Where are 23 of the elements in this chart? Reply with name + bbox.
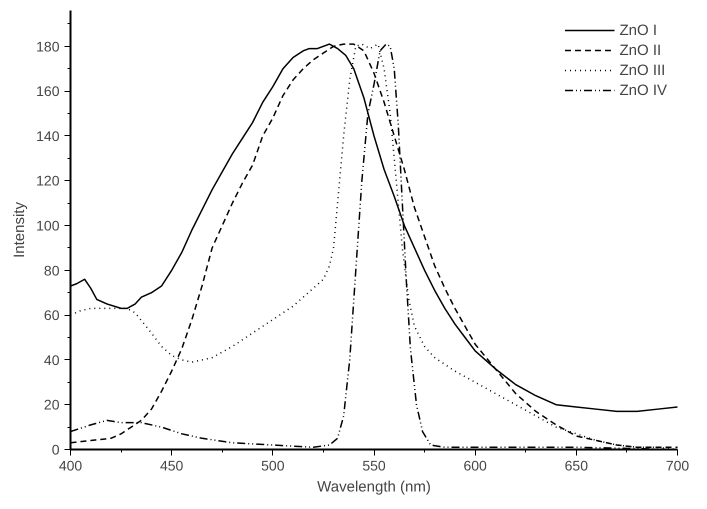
legend-label: ZnO I <box>619 22 657 38</box>
x-tick-label: 500 <box>261 458 285 474</box>
legend-label: ZnO III <box>619 62 666 78</box>
y-tick-label: 120 <box>36 172 60 189</box>
y-tick-label: 80 <box>44 262 60 278</box>
y-tick-label: 40 <box>44 352 60 368</box>
x-tick-label: 700 <box>666 458 690 474</box>
y-tick-label: 0 <box>52 442 60 458</box>
x-tick-label: 400 <box>58 458 82 474</box>
y-tick-label: 60 <box>44 307 60 324</box>
x-tick-label: 550 <box>362 458 386 474</box>
legend-label: ZnO II <box>619 42 662 58</box>
x-tick-label: 650 <box>564 458 588 474</box>
y-tick-label: 180 <box>36 38 60 54</box>
y-axis-title: Intensity <box>11 202 28 258</box>
x-tick-label: 450 <box>160 458 184 474</box>
y-tick-label: 20 <box>44 396 60 413</box>
y-tick-label: 160 <box>36 83 60 100</box>
x-axis-title: Wavelength (nm) <box>317 478 431 496</box>
legend-label: ZnO IV <box>619 82 667 98</box>
y-tick-label: 140 <box>36 128 60 144</box>
y-tick-label: 100 <box>36 218 60 234</box>
x-tick-label: 600 <box>463 458 488 474</box>
